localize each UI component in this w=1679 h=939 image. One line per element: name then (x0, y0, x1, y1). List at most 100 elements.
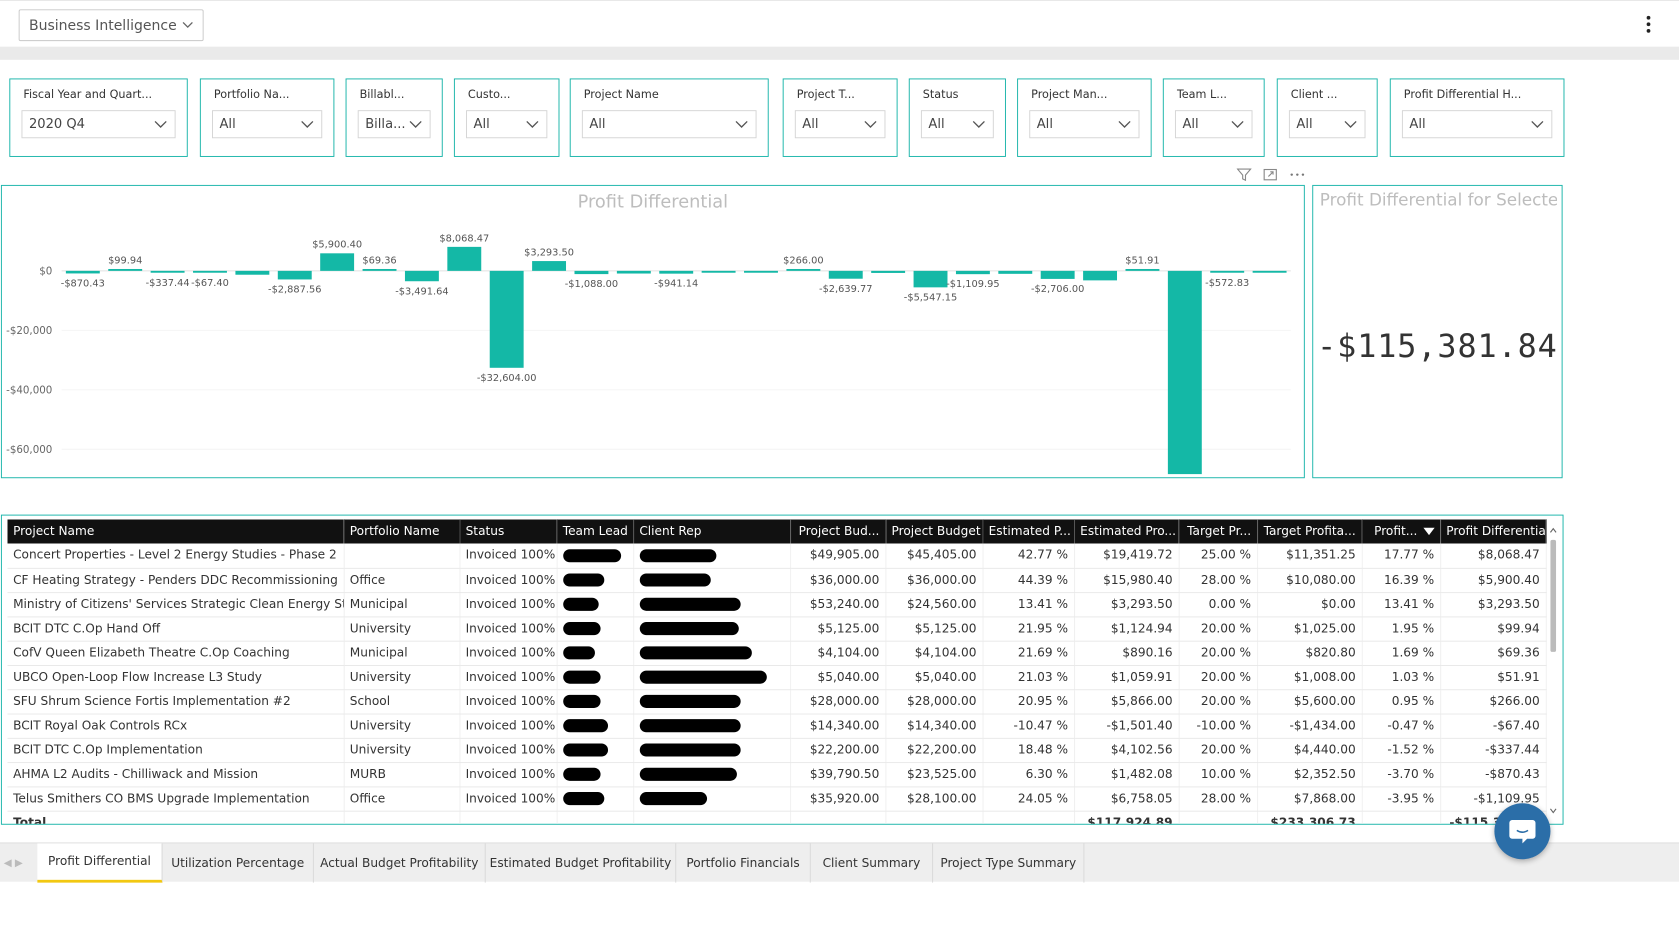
slicer-dropdown[interactable]: All (581, 110, 757, 139)
slicer-dropdown[interactable]: All (920, 110, 994, 139)
bar[interactable] (235, 270, 270, 275)
column-header[interactable]: Team Lead (556, 519, 634, 544)
bar[interactable] (193, 270, 227, 273)
filter-icon[interactable] (1236, 167, 1252, 182)
bar[interactable] (1125, 268, 1160, 271)
column-header[interactable]: Profit Differential (1440, 519, 1547, 544)
slicer-dropdown[interactable]: All (212, 110, 323, 139)
bar[interactable] (659, 270, 694, 274)
slicer: Project T... All (782, 78, 898, 157)
table-row[interactable]: Ministry of Citizens' Services Strategic… (7, 592, 1547, 617)
redaction-mark (639, 792, 707, 806)
more-options-icon[interactable] (1646, 15, 1652, 33)
sort-descending-icon[interactable] (1422, 527, 1435, 536)
bar[interactable] (404, 270, 439, 282)
page-tab[interactable]: Client Summary (811, 843, 934, 883)
bar[interactable] (744, 270, 778, 273)
focus-mode-icon[interactable] (1263, 167, 1278, 182)
redaction-mark (639, 670, 767, 684)
bar[interactable] (150, 270, 185, 273)
chevron-down-icon (1231, 120, 1244, 128)
slicer-dropdown[interactable]: All (1401, 110, 1553, 139)
slicer-dropdown[interactable]: All (1174, 110, 1253, 139)
slicer: Status All (908, 78, 1006, 157)
bar[interactable] (489, 270, 524, 368)
page-tab[interactable]: Estimated Budget Profitability (486, 843, 677, 883)
column-header[interactable]: Project Budget (885, 519, 984, 544)
workspace-dropdown[interactable]: Business Intelligence (18, 9, 204, 42)
table-row[interactable]: AHMA L2 Audits - Chilliwack and Mission M… (7, 762, 1547, 787)
bar[interactable] (1040, 270, 1075, 279)
table-cell: Invoiced 100% (459, 616, 558, 642)
page-tab[interactable]: Profit Differential (37, 843, 163, 883)
data-label: $8,068.47 (439, 233, 489, 244)
slicer-dropdown[interactable]: Billa... (357, 110, 431, 139)
bar[interactable] (828, 270, 863, 279)
slicer-dropdown[interactable]: All (466, 110, 548, 139)
table-cell: $1,482.08 (1074, 762, 1180, 787)
table-row[interactable]: Concert Properties - Level 2 Energy Stud… (7, 543, 1547, 569)
table-row[interactable]: CofV Queen Elizabeth Theatre C.Op Coachi… (7, 640, 1547, 666)
column-header[interactable]: Portfolio Name (343, 519, 460, 544)
table-row[interactable]: SFU Shrum Science Fortis Implementation … (7, 689, 1547, 715)
more-options-icon[interactable] (1289, 167, 1306, 182)
column-header[interactable]: Target Profita... (1257, 519, 1363, 544)
bar[interactable] (108, 268, 143, 271)
column-header[interactable]: Target Pr... (1178, 519, 1258, 544)
column-header[interactable]: Estimated Pro... (1074, 519, 1180, 544)
page-tab[interactable]: Project Type Summary (933, 843, 1085, 883)
table-cell: $266.00 (1440, 689, 1547, 715)
page-tab[interactable]: Portfolio Financials (676, 843, 811, 883)
bar[interactable] (1252, 270, 1287, 273)
table-cell: $49,905.00 (790, 543, 886, 569)
bar[interactable] (1210, 270, 1245, 273)
bar[interactable] (320, 253, 355, 271)
column-header[interactable]: Status (459, 519, 558, 544)
total-cell (790, 810, 886, 824)
bar[interactable] (1083, 270, 1118, 281)
slicer-dropdown[interactable]: All (1029, 110, 1140, 139)
column-header[interactable]: Estimated P... (982, 519, 1075, 544)
column-header[interactable]: Project Name (7, 519, 345, 544)
table-row[interactable]: BCIT DTC C.Op Implementation University In… (7, 737, 1547, 763)
table-cell: $28,000.00 (790, 689, 886, 715)
table-row[interactable]: Telus Smithers CO BMS Upgrade Implementa… (7, 786, 1547, 812)
bar[interactable] (616, 270, 651, 274)
bar[interactable] (532, 261, 567, 271)
bar[interactable] (701, 270, 736, 273)
table-row[interactable]: CF Heating Strategy - Penders DDC Recomm… (7, 567, 1547, 593)
table-row[interactable]: BCIT Royal Oak Controls RCx University Inv… (7, 713, 1547, 739)
table-row[interactable]: BCIT DTC C.Op Hand Off University Invoiced… (7, 616, 1547, 642)
bar[interactable] (65, 270, 100, 274)
tab-nav-arrows[interactable]: ◀ ▶ (3, 856, 23, 869)
vertical-scrollbar[interactable] (1548, 521, 1559, 820)
bar[interactable] (362, 268, 397, 271)
slicer-dropdown[interactable]: All (1288, 110, 1366, 139)
table-cell (343, 543, 460, 569)
table-cell: $14,340.00 (790, 713, 886, 739)
slicer-dropdown[interactable]: All (794, 110, 886, 139)
column-header[interactable]: Client Rep (633, 519, 791, 544)
bar[interactable] (574, 270, 609, 275)
column-header[interactable]: Profit... (1361, 519, 1441, 544)
page-tab[interactable]: Actual Budget Profitability (314, 843, 486, 883)
chat-widget-button[interactable] (1494, 803, 1551, 860)
table-cell: 10.00 % (1178, 762, 1258, 787)
bar[interactable] (998, 270, 1033, 274)
bar[interactable] (955, 270, 990, 275)
table-cell: -3.70 % (1361, 762, 1441, 787)
slicer-dropdown[interactable]: 2020 Q4 (21, 110, 176, 139)
page-tab[interactable]: Utilization Percentage (163, 843, 314, 883)
bar[interactable] (913, 270, 948, 288)
slicer: Project Name All (569, 78, 769, 157)
bar[interactable] (871, 270, 906, 273)
bar[interactable] (786, 268, 821, 271)
bar[interactable] (277, 270, 312, 280)
table-row[interactable]: UBCO Open-Loop Flow Increase L3 Study Uni… (7, 665, 1547, 690)
data-label: $5,900.40 (312, 240, 362, 251)
column-header[interactable]: Project Bud... (790, 519, 886, 544)
bar[interactable] (447, 246, 482, 271)
bar[interactable] (1167, 270, 1202, 475)
table-cell: Invoiced 100% (459, 543, 558, 569)
table-cell: Invoiced 100% (459, 762, 558, 787)
